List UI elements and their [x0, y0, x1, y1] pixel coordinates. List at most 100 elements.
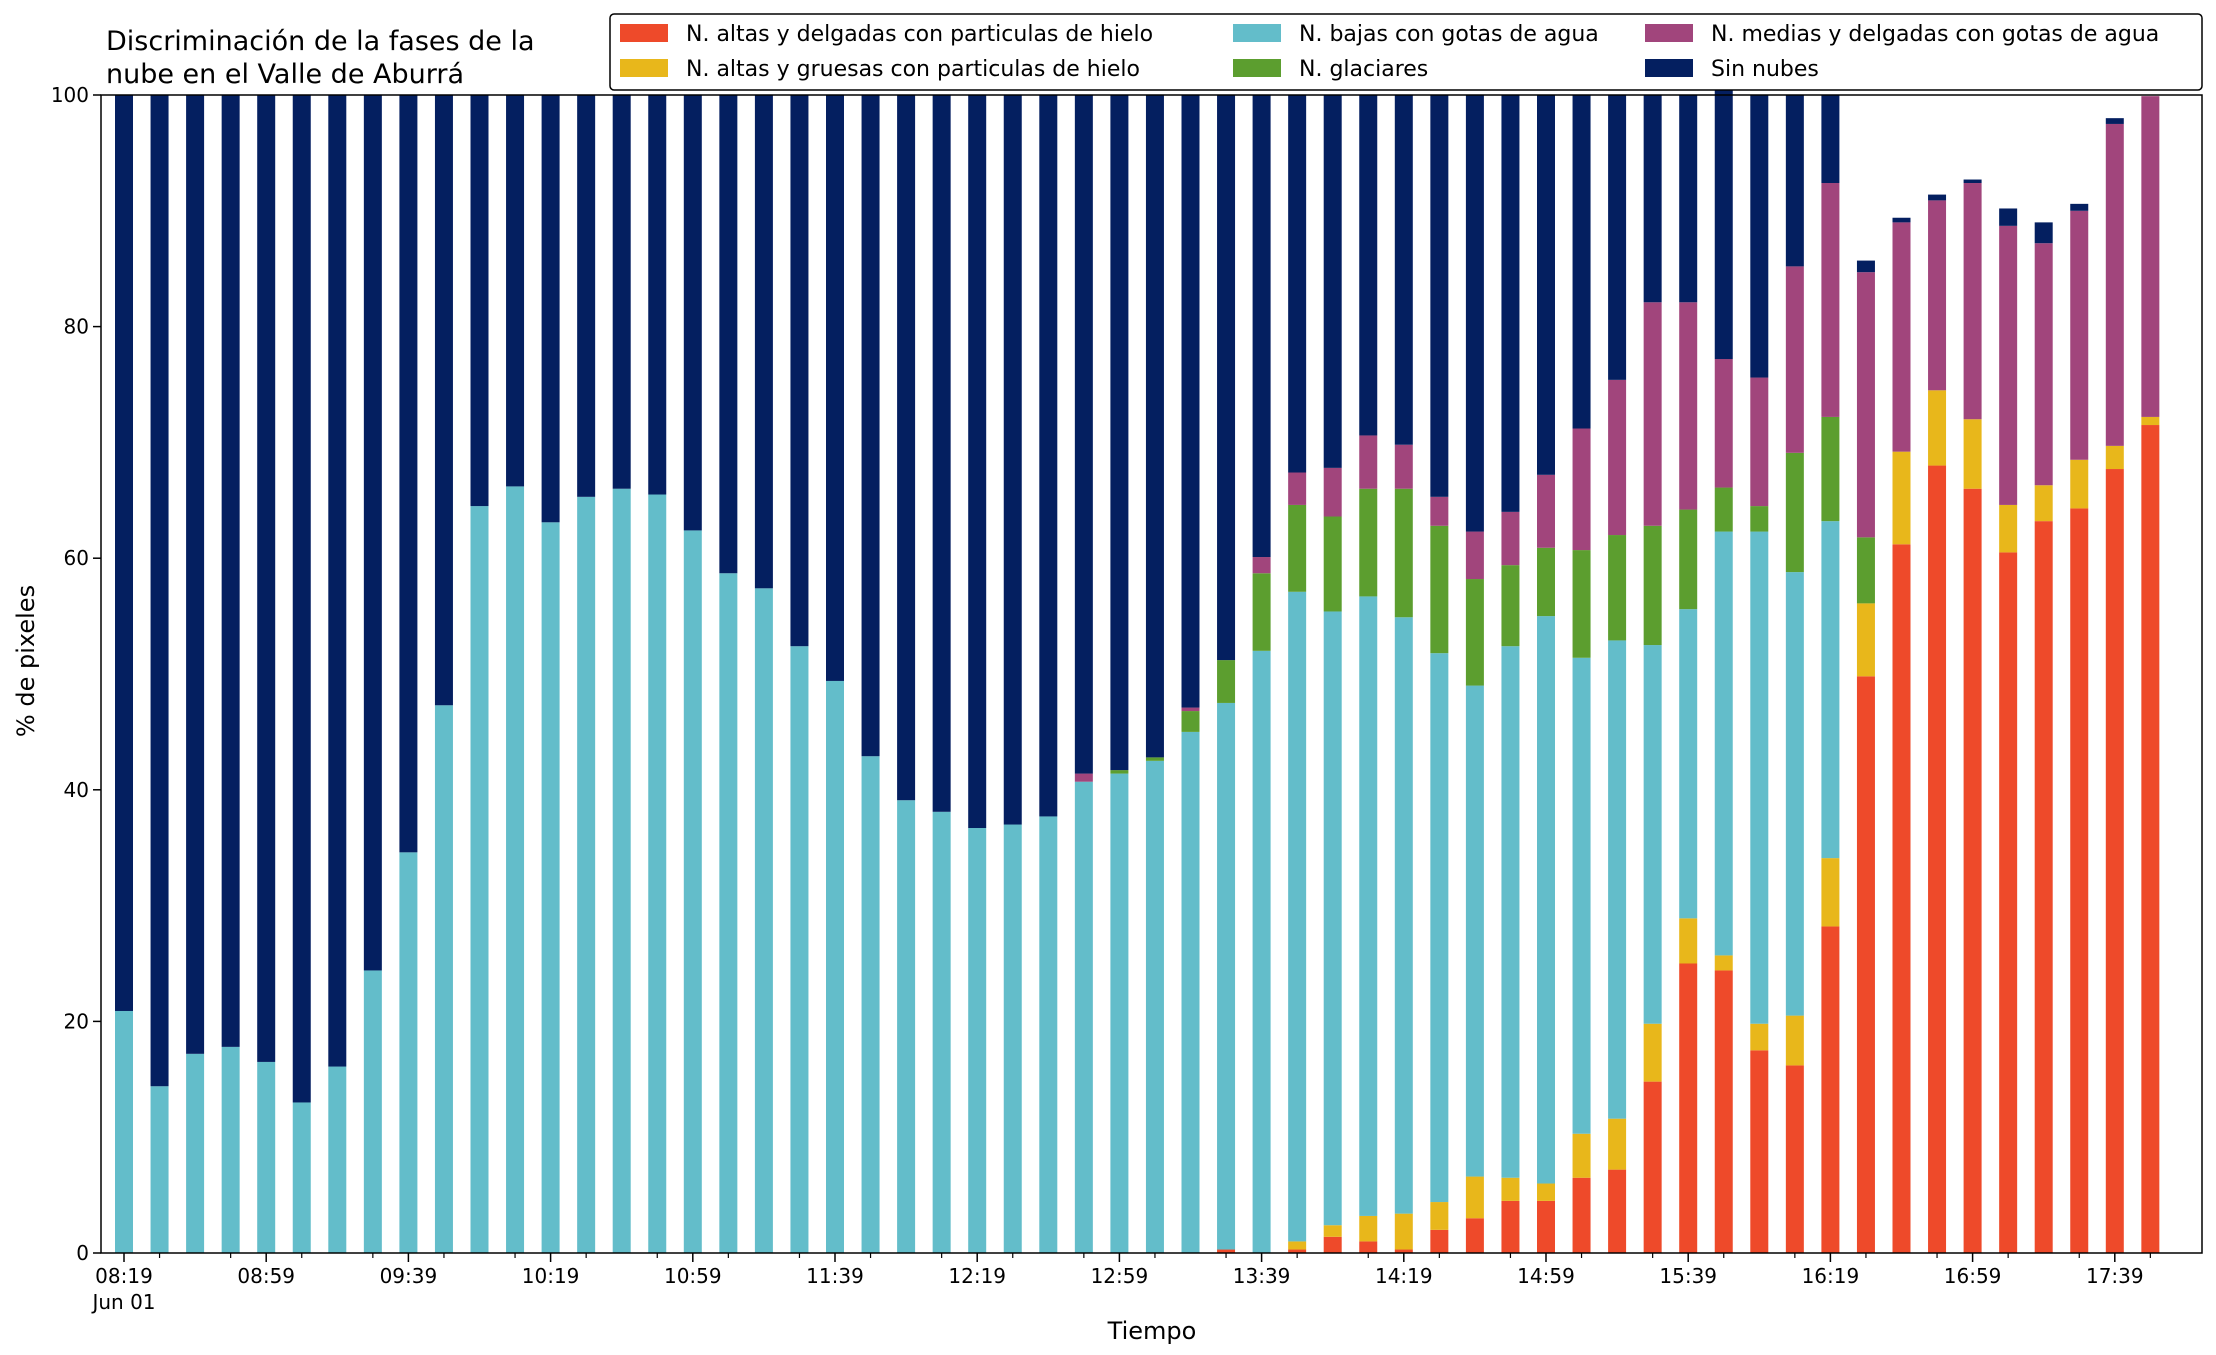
bar-segment-s3-36 — [1394, 488, 1413, 618]
bar-segment-s1-54 — [2034, 485, 2053, 522]
legend-swatch-3 — [1233, 59, 1281, 77]
bar-segment-s0-43 — [1643, 1081, 1662, 1253]
bar-segment-s4-38 — [1465, 531, 1484, 580]
bar-segment-s2-38 — [1465, 685, 1484, 1177]
bar-segment-s4-39 — [1501, 511, 1520, 566]
bar-segment-s5-47 — [1785, 95, 1804, 267]
bar-segment-s5-28 — [1110, 95, 1129, 771]
bar-segment-s4-41 — [1572, 428, 1591, 551]
bar-segment-s2-39 — [1501, 646, 1520, 1178]
bar-segment-s0-54 — [2034, 521, 2053, 1253]
bar-segment-s0-48 — [1821, 926, 1840, 1253]
bar-segment-s0-42 — [1608, 1169, 1627, 1253]
x-tick-label-3: 10:19 — [522, 1264, 580, 1288]
bar-segment-s1-46 — [1750, 1023, 1769, 1051]
bar-segment-s3-32 — [1252, 573, 1271, 651]
bar-segment-s3-47 — [1785, 452, 1804, 573]
x-tick-label-1: 08:59 — [237, 1264, 295, 1288]
bar-segment-s0-44 — [1679, 963, 1698, 1253]
x-axis-label: Tiempo — [1107, 1317, 1197, 1345]
bar-segment-s4-53 — [1999, 225, 2018, 505]
bars-layer — [115, 90, 2160, 1254]
bar-segment-s5-0 — [115, 95, 133, 1011]
x-tick-label-12: 16:19 — [1802, 1264, 1860, 1288]
bar-segment-s5-12 — [541, 95, 560, 523]
legend-swatch-0 — [620, 24, 668, 42]
y-tick-label-0: 0 — [76, 1241, 89, 1265]
bar-segment-s2-5 — [292, 1102, 311, 1253]
bar-segment-s1-50 — [1892, 451, 1911, 545]
bar-segment-s3-49 — [1856, 537, 1875, 604]
bar-segment-s2-21 — [861, 756, 880, 1253]
x-tick-label-5: 11:39 — [806, 1264, 864, 1288]
bar-segment-s3-41 — [1572, 550, 1591, 658]
bar-segment-s2-43 — [1643, 645, 1662, 1024]
bar-segment-s0-38 — [1465, 1218, 1484, 1253]
bar-segment-s2-34 — [1323, 611, 1342, 1226]
x-date-label: Jun 01 — [90, 1290, 155, 1314]
bar-segment-s2-42 — [1608, 640, 1627, 1119]
legend-box — [609, 13, 2203, 91]
bar-segment-s4-33 — [1288, 472, 1307, 505]
x-tick-label-14: 17:39 — [2086, 1264, 2144, 1288]
bar-segment-s2-3 — [221, 1046, 240, 1253]
legend-label-5: Sin nubes — [1711, 57, 1819, 82]
bar-segment-s0-37 — [1430, 1229, 1449, 1253]
bar-segment-s1-34 — [1323, 1225, 1342, 1237]
bar-segment-s0-55 — [2070, 508, 2089, 1253]
bar-segment-s2-16 — [683, 530, 702, 1253]
x-tick-label-4: 10:59 — [664, 1264, 722, 1288]
bar-segment-s5-32 — [1252, 95, 1271, 558]
bar-segment-s2-36 — [1394, 617, 1413, 1214]
bar-segment-s2-44 — [1679, 609, 1698, 919]
bar-segment-s0-41 — [1572, 1177, 1591, 1253]
bar-segment-s5-39 — [1501, 95, 1520, 512]
bar-segment-s4-32 — [1252, 557, 1271, 574]
bar-segment-s5-25 — [1003, 95, 1022, 825]
bar-segment-s5-31 — [1217, 95, 1236, 661]
bar-segment-s1-49 — [1856, 603, 1875, 677]
bar-segment-s3-48 — [1821, 416, 1840, 522]
bar-segment-s2-27 — [1074, 781, 1093, 1253]
legend-swatch-1 — [620, 59, 668, 77]
bar-segment-s0-56 — [2105, 469, 2124, 1253]
bar-segment-s5-17 — [719, 95, 738, 574]
bar-segment-s5-41 — [1572, 95, 1591, 429]
bar-segment-s2-19 — [790, 646, 809, 1253]
bar-segment-s2-37 — [1430, 653, 1449, 1203]
bar-segment-s2-45 — [1714, 531, 1733, 956]
bar-segment-s5-53 — [1999, 208, 2018, 226]
bar-segment-s4-36 — [1394, 444, 1413, 489]
bar-segment-s5-13 — [577, 95, 596, 497]
bar-segment-s3-38 — [1465, 579, 1484, 686]
bar-segment-s4-51 — [1928, 200, 1947, 391]
x-tick-label-0: 08:19 — [95, 1264, 153, 1288]
chart-title-line-2: nube en el Valle de Aburrá — [106, 59, 464, 90]
x-tick-label-13: 16:59 — [1944, 1264, 2002, 1288]
bar-segment-s2-18 — [754, 588, 773, 1253]
bar-segment-s4-57 — [2141, 96, 2160, 417]
bar-segment-s5-55 — [2070, 203, 2089, 211]
bar-segment-s0-35 — [1359, 1241, 1378, 1253]
legend-swatch-4 — [1645, 24, 1693, 42]
x-tick-label-8: 13:39 — [1233, 1264, 1291, 1288]
bar-segment-s5-38 — [1465, 95, 1484, 532]
bar-segment-s0-51 — [1928, 465, 1947, 1253]
bar-segment-s5-16 — [683, 95, 702, 531]
bar-segment-s5-35 — [1359, 95, 1378, 436]
bar-segment-s3-33 — [1288, 504, 1307, 592]
bar-segment-s2-32 — [1252, 650, 1271, 1253]
bar-segment-s1-55 — [2070, 459, 2089, 509]
bar-segment-s5-1 — [150, 95, 169, 1087]
bar-segment-s1-52 — [1963, 419, 1982, 489]
bar-segment-s3-45 — [1714, 487, 1733, 532]
bar-segment-s0-39 — [1501, 1200, 1520, 1253]
bar-segment-s5-42 — [1608, 95, 1627, 380]
bar-segment-s2-23 — [932, 811, 951, 1253]
bar-segment-s3-29 — [1145, 757, 1164, 761]
bar-segment-s5-6 — [328, 95, 347, 1067]
bar-segment-s5-4 — [257, 95, 276, 1062]
bar-segment-s5-50 — [1892, 217, 1911, 223]
bar-segment-s1-41 — [1572, 1133, 1591, 1178]
